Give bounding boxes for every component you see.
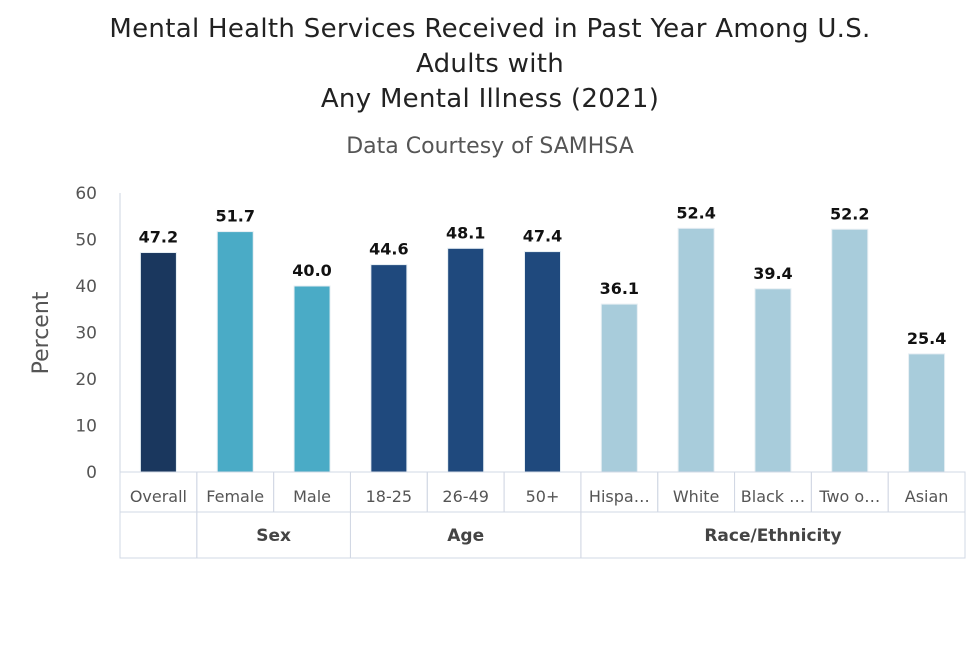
chart-title: Mental Health Services Received in Past … — [0, 12, 980, 117]
y-tick-label: 50 — [75, 231, 97, 251]
y-tick-label: 30 — [75, 324, 97, 344]
bar — [370, 264, 408, 473]
y-tick-label: 40 — [75, 277, 97, 297]
data-label: 25.4 — [907, 329, 946, 348]
y-axis-label: Percent — [29, 291, 54, 374]
data-label: 40.0 — [292, 261, 331, 280]
x-tick-label: Two o… — [818, 487, 880, 506]
group-cell — [119, 511, 198, 559]
bar — [677, 227, 715, 473]
data-label: 47.4 — [523, 227, 562, 246]
bar — [908, 353, 946, 473]
data-label: 52.2 — [830, 204, 869, 223]
y-tick-label: 20 — [75, 370, 97, 390]
bar — [216, 231, 254, 473]
bar — [600, 303, 638, 473]
bar — [831, 228, 869, 473]
data-label: 48.1 — [446, 223, 485, 242]
x-tick-label: Male — [293, 487, 331, 506]
group-cell — [580, 511, 966, 559]
bar — [293, 285, 331, 473]
bar — [754, 288, 792, 473]
group-label: Race/Ethnicity — [704, 526, 841, 546]
data-label: 44.6 — [369, 240, 408, 259]
x-tick-label: Female — [206, 487, 264, 506]
data-label: 51.7 — [215, 207, 254, 226]
chart-title-line-3: Any Mental Illness (2021) — [320, 84, 660, 114]
bar — [447, 247, 485, 473]
bar — [524, 251, 561, 473]
data-label: 36.1 — [600, 279, 639, 298]
x-tick-label: White — [673, 487, 720, 506]
x-tick-label: Black … — [741, 487, 805, 506]
chart-subtitle: Data Courtesy of SAMHSA — [346, 134, 634, 159]
x-tick-label: Asian — [905, 487, 949, 506]
y-tick-label: 0 — [86, 463, 97, 483]
data-label: 39.4 — [753, 264, 792, 283]
chart-title-line-2: Adults with — [415, 49, 564, 79]
data-label: 52.4 — [676, 203, 715, 222]
y-tick-label: 10 — [75, 417, 97, 437]
chart-title-line-1: Mental Health Services Received in Past … — [109, 14, 871, 44]
y-tick-label: 60 — [75, 184, 97, 204]
group-label: Age — [447, 526, 484, 546]
data-label: 47.2 — [139, 228, 178, 247]
bar — [139, 252, 177, 473]
x-tick-label: Overall — [130, 487, 187, 506]
x-tick-label: 18-25 — [366, 487, 413, 506]
x-tick-label: 50+ — [526, 487, 560, 506]
group-label: Sex — [256, 526, 291, 546]
x-tick-label: Hispa… — [589, 487, 650, 506]
x-tick-label: 26-49 — [442, 487, 489, 506]
